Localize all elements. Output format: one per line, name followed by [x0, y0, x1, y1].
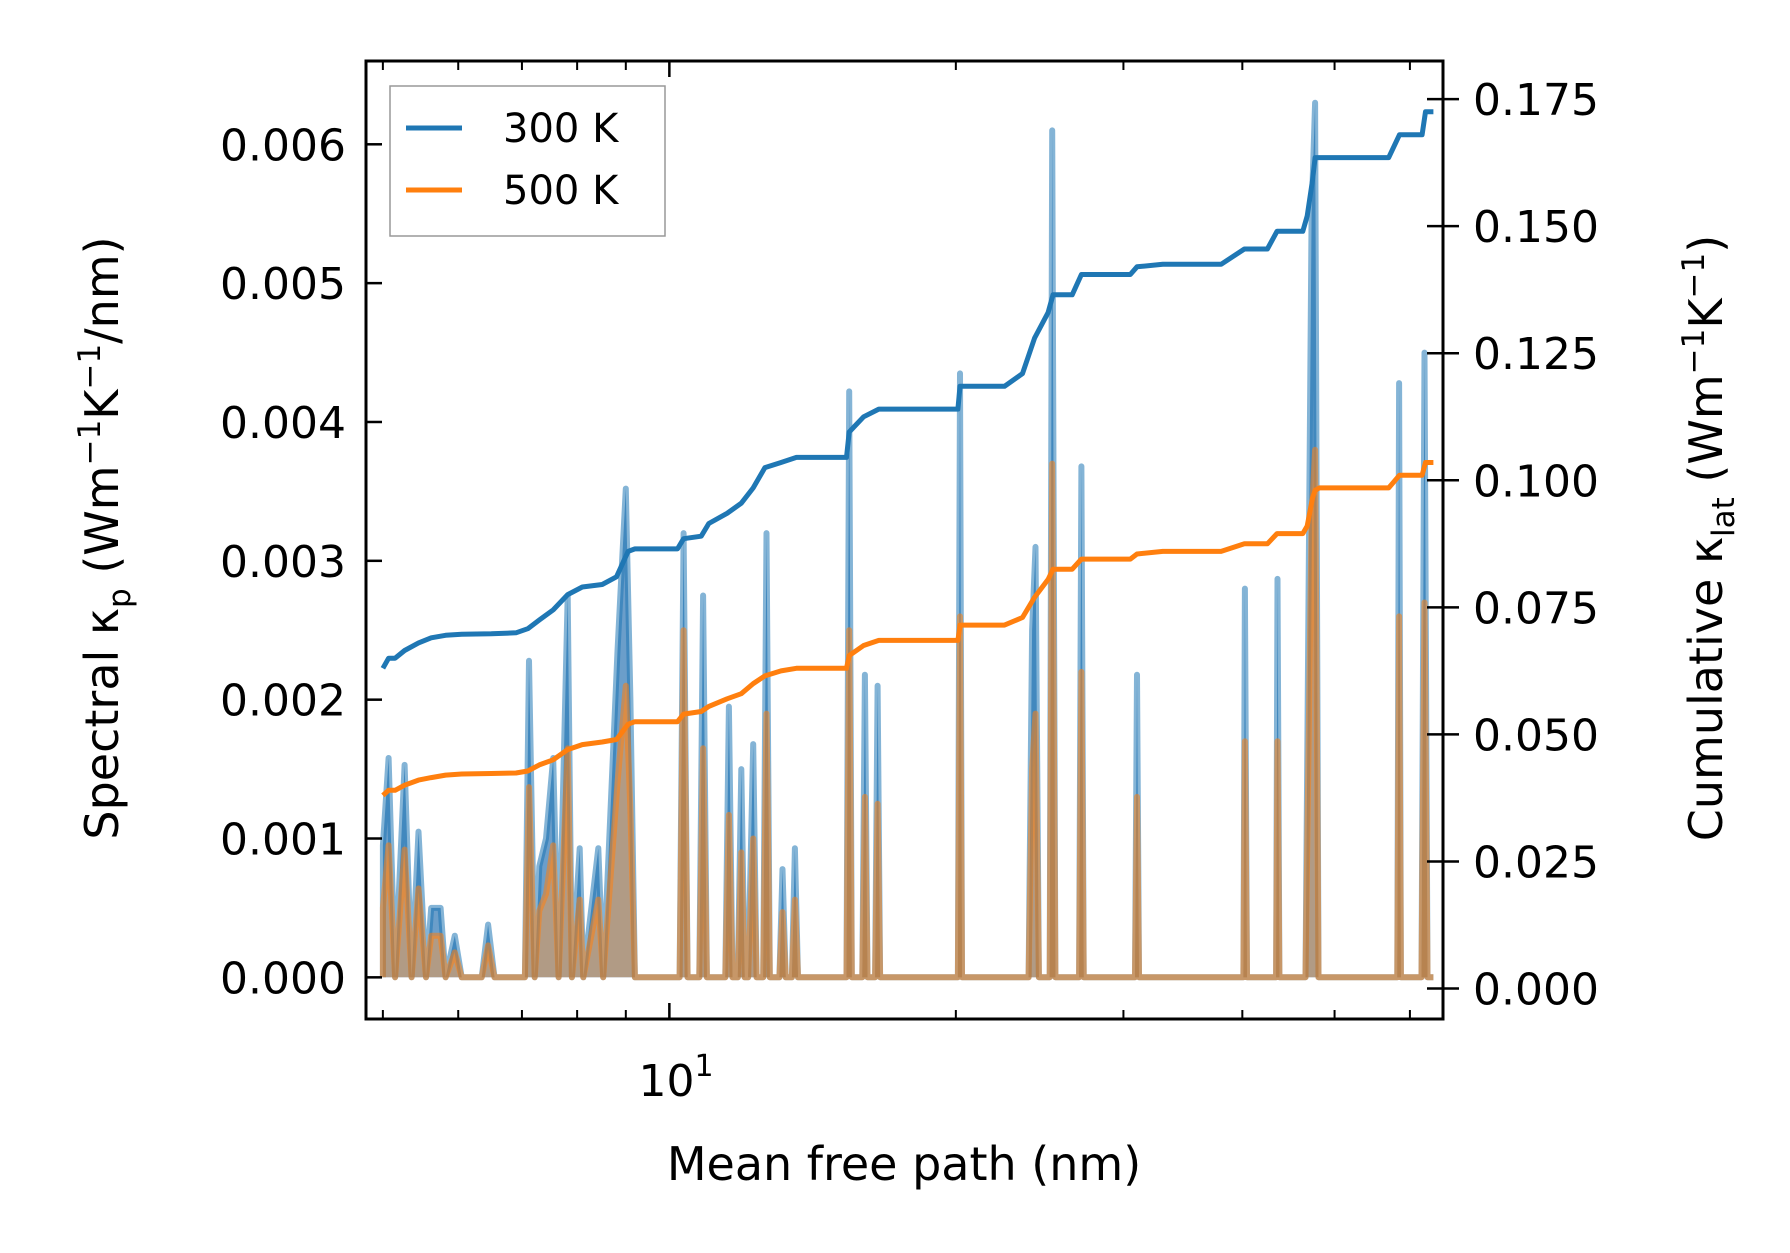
y-left-tick-label: 0.003 [220, 537, 346, 588]
legend: 300 K 500 K [389, 85, 666, 237]
tick-layer: 0.000 0.001 0.002 0.003 0.004 0.005 0.006 0.000… [220, 61, 1599, 1019]
legend-label-500k: 500 K [503, 168, 620, 214]
y-right-tick-label: 0.100 [1473, 456, 1599, 507]
cumulative-line-300k [380, 109, 1434, 670]
y-axis-label-left: Spectral κp (Wm−1K−1/nm) [72, 236, 138, 839]
y-left-tick-label: 0.004 [220, 398, 346, 449]
y-right-tick-label: 0.075 [1473, 583, 1599, 634]
y-right-tick-label: 0.125 [1473, 329, 1599, 380]
x-axis-label: Mean free path (nm) [667, 1137, 1141, 1191]
cumulative-line-layer [380, 109, 1434, 798]
y-left-tick-label: 0.001 [220, 815, 346, 866]
legend-label-300k: 300 K [503, 106, 620, 152]
y-right-tick-label: 0.000 [1473, 965, 1599, 1016]
y-right-tick-label: 0.150 [1473, 202, 1599, 253]
y-right-tick-label: 0.025 [1473, 837, 1599, 888]
y-right-tick-label: 0.050 [1473, 710, 1599, 761]
plot-frame [364, 59, 1445, 1021]
y-axis-label-right: Cumulative κlat (Wm−1K−1) [1676, 235, 1742, 841]
spectral-line-layer [379, 99, 1434, 981]
cumulative-line-500k [381, 460, 1434, 798]
y-right-tick-label: 0.175 [1473, 75, 1599, 126]
y-left-tick-label: 0.005 [220, 259, 346, 310]
y-left-tick-label: 0.002 [220, 676, 346, 727]
x-tick-label-10: 101 [638, 1049, 713, 1107]
legend-box [389, 85, 666, 237]
spectral-line-500k [379, 446, 1434, 981]
y-left-tick-label: 0.006 [220, 120, 346, 171]
y-left-tick-label: 0.000 [220, 953, 346, 1004]
